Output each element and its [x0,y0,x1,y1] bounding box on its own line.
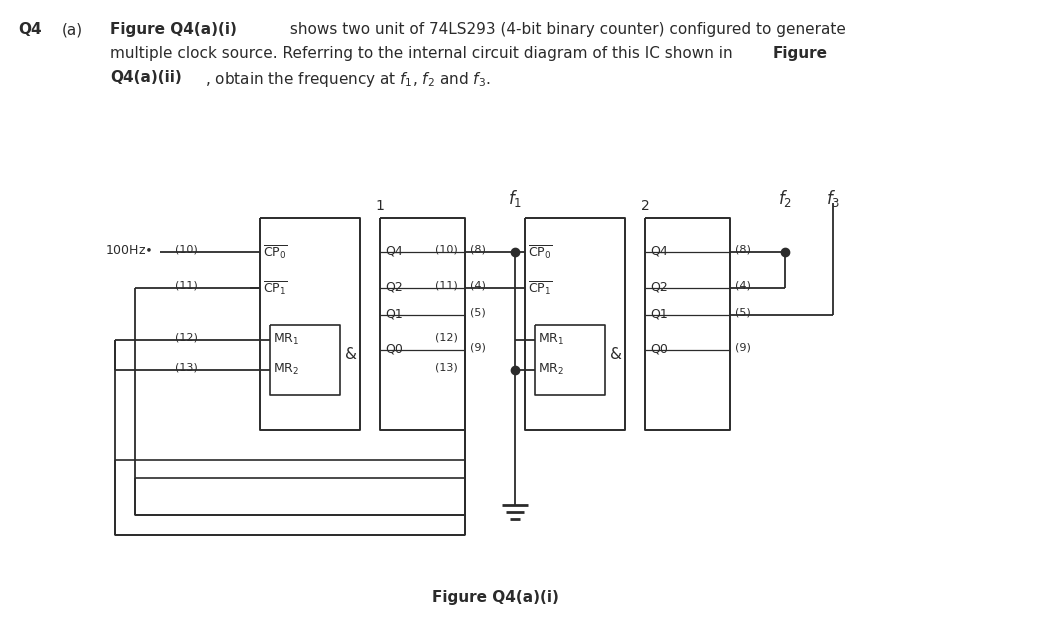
Text: $\overline{\mathrm{CP}_0}$: $\overline{\mathrm{CP}_0}$ [263,243,287,261]
Text: (10): (10) [435,244,458,254]
Text: (12): (12) [435,332,458,342]
Text: $\mathrm{MR}_2$: $\mathrm{MR}_2$ [273,362,299,377]
Text: (13): (13) [175,362,198,372]
Text: $f_3$: $f_3$ [826,188,840,209]
Text: Figure Q4(a)(i): Figure Q4(a)(i) [432,590,558,605]
Text: 100Hz$\bullet$: 100Hz$\bullet$ [105,244,153,257]
Text: $\mathrm{MR}_1$: $\mathrm{MR}_1$ [538,332,564,347]
Text: (11): (11) [435,280,458,290]
Text: (5): (5) [735,307,751,317]
Text: Q1: Q1 [650,307,667,320]
Text: 2: 2 [640,199,650,213]
Text: &: & [610,347,623,362]
Text: $\overline{\mathrm{CP}_1}$: $\overline{\mathrm{CP}_1}$ [263,279,287,297]
Text: (9): (9) [735,342,751,352]
Text: $\overline{\mathrm{CP}_0}$: $\overline{\mathrm{CP}_0}$ [528,243,553,261]
Text: (4): (4) [735,280,751,290]
Text: $\overline{\mathrm{CP}_1}$: $\overline{\mathrm{CP}_1}$ [528,279,553,297]
Text: (8): (8) [735,244,751,254]
Text: (12): (12) [175,332,198,342]
Text: (5): (5) [469,307,486,317]
Text: $\mathrm{MR}_1$: $\mathrm{MR}_1$ [273,332,300,347]
Text: Q0: Q0 [650,342,668,355]
Text: $\mathrm{MR}_2$: $\mathrm{MR}_2$ [538,362,564,377]
Text: $f_2$: $f_2$ [778,188,792,209]
Text: Q0: Q0 [385,342,403,355]
Text: Figure: Figure [773,46,828,61]
Text: Q2: Q2 [650,280,667,293]
Text: Q4(a)(ii): Q4(a)(ii) [110,70,182,85]
Text: Q2: Q2 [385,280,403,293]
Text: multiple clock source. Referring to the internal circuit diagram of this IC show: multiple clock source. Referring to the … [110,46,737,61]
Text: Q4: Q4 [18,22,42,37]
Text: (13): (13) [435,362,458,372]
Text: (9): (9) [469,342,486,352]
Text: Q4: Q4 [385,244,403,257]
Text: (4): (4) [469,280,486,290]
Text: (10): (10) [175,244,198,254]
Text: , obtain the frequency at $f_1$, $f_2$ and $f_3$.: , obtain the frequency at $f_1$, $f_2$ a… [205,70,490,89]
Text: $f_1$: $f_1$ [508,188,523,209]
Text: shows two unit of 74LS293 (4-bit binary counter) configured to generate: shows two unit of 74LS293 (4-bit binary … [285,22,846,37]
Text: Figure Q4(a)(i): Figure Q4(a)(i) [110,22,237,37]
Text: Q1: Q1 [385,307,403,320]
Text: (11): (11) [175,280,198,290]
Text: 1: 1 [376,199,384,213]
Text: (8): (8) [469,244,486,254]
Text: Q4: Q4 [650,244,667,257]
Text: &: & [345,347,357,362]
Text: (a): (a) [62,22,83,37]
